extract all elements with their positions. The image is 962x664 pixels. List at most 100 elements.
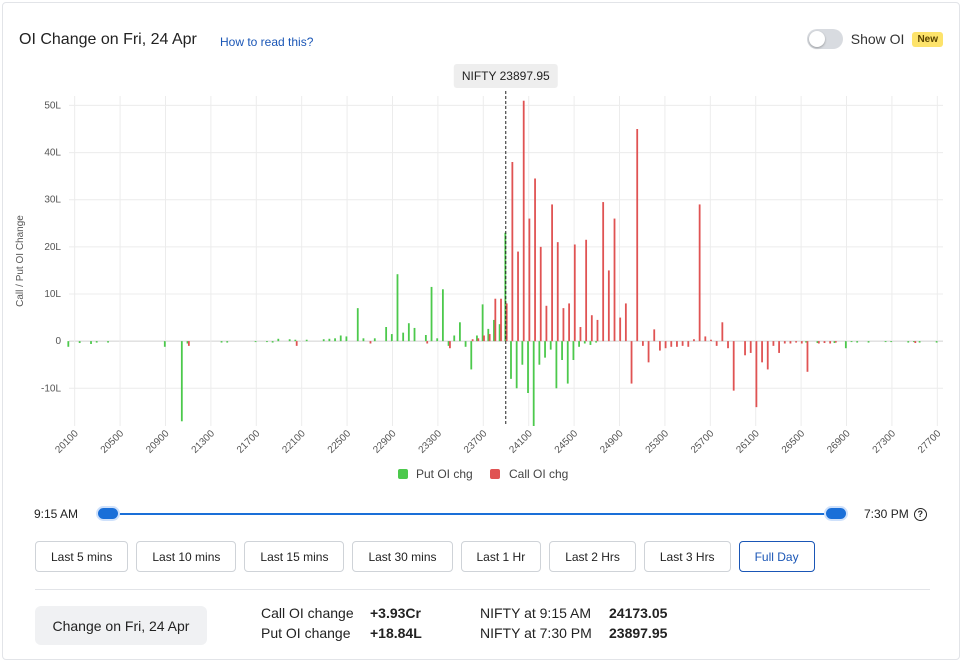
show-oi-toggle[interactable] (806, 29, 843, 49)
call-oi-bar[interactable] (556, 242, 559, 342)
put-oi-bar[interactable] (816, 341, 819, 344)
call-oi-bar[interactable] (698, 204, 701, 342)
call-oi-bar[interactable] (590, 315, 593, 342)
put-oi-bar[interactable] (271, 341, 274, 343)
call-oi-bar[interactable] (295, 341, 298, 346)
put-oi-bar[interactable] (305, 339, 308, 342)
call-oi-bar[interactable] (573, 244, 576, 342)
put-oi-bar[interactable] (521, 341, 524, 365)
put-oi-bar[interactable] (402, 332, 405, 342)
call-oi-bar[interactable] (795, 341, 798, 343)
call-oi-bar[interactable] (744, 341, 746, 356)
call-oi-bar[interactable] (596, 319, 599, 342)
call-oi-bar[interactable] (517, 251, 519, 342)
put-oi-bar[interactable] (78, 341, 81, 344)
call-oi-bar[interactable] (607, 270, 610, 342)
put-oi-bar[interactable] (493, 319, 495, 342)
put-oi-bar[interactable] (561, 341, 563, 360)
put-oi-bar[interactable] (180, 341, 183, 422)
put-oi-bar[interactable] (339, 335, 342, 342)
call-oi-bar[interactable] (505, 303, 508, 342)
put-oi-bar[interactable] (833, 341, 836, 344)
call-oi-bar[interactable] (624, 303, 627, 342)
call-oi-bar[interactable] (823, 341, 826, 344)
put-oi-bar[interactable] (884, 341, 887, 343)
call-oi-bar[interactable] (732, 341, 735, 391)
put-oi-bar[interactable] (407, 323, 410, 342)
call-oi-bar[interactable] (766, 341, 769, 370)
put-oi-bar[interactable] (107, 341, 109, 343)
call-oi-bar[interactable] (500, 298, 502, 342)
call-oi-bar[interactable] (534, 178, 536, 342)
put-oi-bar[interactable] (867, 341, 870, 343)
put-oi-bar[interactable] (907, 341, 910, 343)
call-oi-bar[interactable] (613, 218, 616, 342)
call-oi-bar[interactable] (494, 298, 497, 342)
call-oi-bar[interactable] (676, 341, 678, 347)
put-oi-bar[interactable] (90, 341, 92, 344)
call-oi-bar[interactable] (579, 327, 582, 342)
put-oi-bar[interactable] (527, 341, 529, 393)
put-oi-bar[interactable] (328, 338, 331, 342)
put-oi-bar[interactable] (589, 341, 592, 345)
call-oi-bar[interactable] (528, 218, 531, 342)
call-oi-bar[interactable] (749, 341, 752, 353)
put-oi-bar[interactable] (595, 341, 598, 343)
put-oi-bar[interactable] (254, 341, 257, 343)
range-last-15-mins-button[interactable]: Last 15 mins (244, 541, 345, 572)
put-oi-bar[interactable] (447, 341, 450, 346)
call-oi-bar[interactable] (630, 341, 633, 384)
call-oi-bar[interactable] (641, 341, 644, 346)
put-oi-bar[interactable] (805, 341, 808, 343)
call-oi-bar[interactable] (568, 303, 571, 342)
put-oi-bar[interactable] (436, 338, 439, 342)
call-oi-bar[interactable] (693, 339, 695, 342)
put-oi-bar[interactable] (334, 338, 336, 342)
put-oi-bar[interactable] (220, 341, 223, 343)
put-oi-bar[interactable] (277, 338, 280, 342)
call-oi-bar[interactable] (829, 341, 832, 344)
call-oi-bar[interactable] (664, 341, 667, 349)
put-oi-bar[interactable] (555, 341, 558, 389)
call-oi-bar[interactable] (687, 341, 690, 347)
call-oi-bar[interactable] (636, 129, 639, 342)
put-oi-bar[interactable] (515, 341, 518, 389)
put-oi-bar[interactable] (362, 338, 365, 342)
put-oi-bar[interactable] (373, 338, 376, 342)
call-oi-bar[interactable] (778, 341, 780, 353)
put-oi-bar[interactable] (476, 335, 478, 342)
slider-end-handle[interactable] (824, 506, 848, 521)
put-oi-bar[interactable] (918, 341, 921, 343)
put-oi-bar[interactable] (266, 341, 268, 343)
put-oi-bar[interactable] (453, 335, 456, 342)
put-oi-bar[interactable] (538, 341, 541, 365)
call-oi-bar[interactable] (755, 341, 758, 408)
put-oi-bar[interactable] (510, 341, 512, 379)
range-last-2-hrs-button[interactable]: Last 2 Hrs (549, 541, 636, 572)
put-oi-bar[interactable] (572, 341, 575, 360)
put-oi-bar[interactable] (566, 341, 569, 384)
call-oi-bar[interactable] (619, 317, 622, 342)
call-oi-bar[interactable] (426, 341, 429, 344)
put-oi-bar[interactable] (856, 341, 859, 343)
put-oi-bar[interactable] (583, 341, 586, 344)
call-oi-bar[interactable] (659, 341, 661, 351)
put-oi-bar[interactable] (844, 341, 847, 349)
call-oi-bar[interactable] (187, 341, 190, 346)
call-oi-bar[interactable] (681, 341, 684, 346)
put-oi-bar[interactable] (459, 322, 461, 342)
range-last-30-mins-button[interactable]: Last 30 mins (352, 541, 453, 572)
call-oi-bar[interactable] (369, 341, 372, 344)
call-oi-bar[interactable] (806, 341, 809, 372)
slider-start-handle[interactable] (96, 506, 120, 521)
call-oi-bar[interactable] (647, 341, 650, 363)
change-date-button[interactable]: Change on Fri, 24 Apr (35, 606, 207, 645)
put-oi-bar[interactable] (385, 327, 388, 342)
put-oi-bar[interactable] (226, 341, 229, 343)
call-oi-bar[interactable] (789, 341, 792, 344)
call-oi-bar[interactable] (710, 339, 712, 342)
put-oi-bar[interactable] (890, 341, 893, 343)
call-oi-bar[interactable] (585, 239, 588, 342)
put-oi-bar[interactable] (390, 334, 393, 342)
call-oi-bar[interactable] (783, 341, 786, 344)
